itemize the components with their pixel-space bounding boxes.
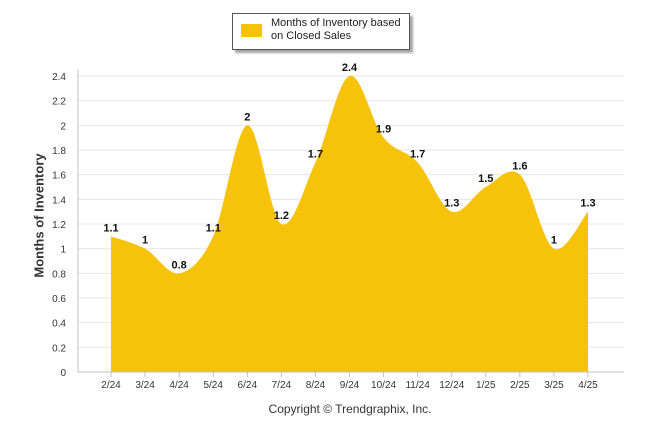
data-label: 1 <box>551 235 557 247</box>
y-tick-label: 1 <box>60 245 66 256</box>
legend-swatch <box>241 24 262 37</box>
data-area <box>111 75 588 373</box>
x-tick-label: 1/25 <box>476 380 496 391</box>
x-tick-label: 4/24 <box>169 380 189 391</box>
data-label: 1.3 <box>444 198 459 210</box>
data-label: 1.3 <box>580 198 595 210</box>
series-area <box>111 75 588 373</box>
x-tick-label: 10/24 <box>371 380 396 391</box>
data-label: 1 <box>142 235 148 247</box>
data-label: 2 <box>244 111 250 123</box>
x-tick-label: 3/25 <box>544 380 564 391</box>
y-tick-label: 0.4 <box>52 319 66 330</box>
data-label: 2.4 <box>342 62 358 74</box>
x-tick-label: 5/24 <box>203 380 223 391</box>
y-tick-label: 2.2 <box>52 97 66 108</box>
y-tick-label: 1.6 <box>52 171 66 182</box>
legend[interactable]: Months of Inventory based on Closed Sale… <box>232 13 410 50</box>
data-label: 1.1 <box>103 222 118 234</box>
data-label: 1.5 <box>478 173 493 185</box>
y-axis-title: Months of Inventory <box>31 153 47 278</box>
y-tick-label: 2 <box>60 121 66 132</box>
x-tick-label: 3/24 <box>135 380 155 391</box>
x-tick-label: 2/25 <box>510 380 530 391</box>
x-tick-label: 7/24 <box>272 380 292 391</box>
y-tick-label: 1.2 <box>52 220 66 231</box>
x-tick-label: 12/24 <box>439 380 464 391</box>
x-tick-label: 8/24 <box>306 380 326 391</box>
y-tick-label: 0 <box>60 368 66 379</box>
x-tick-label: 6/24 <box>238 380 258 391</box>
y-tick-label: 2.4 <box>52 72 66 83</box>
x-tick-label: 2/24 <box>101 380 121 391</box>
data-label: 1.2 <box>274 210 289 222</box>
y-tick-label: 0.8 <box>52 269 66 280</box>
data-label: 1.1 <box>206 222 221 234</box>
y-tick-label: 0.6 <box>52 294 66 305</box>
data-label: 1.6 <box>512 161 527 173</box>
legend-label: Months of Inventory based on Closed Sale… <box>271 17 401 42</box>
data-labels: 1.1 1 0.8 1.1 2 1.2 1.7 2.4 1.9 1.7 1.3 1.5 1.6 1 1.3 <box>103 62 595 271</box>
y-tick-label: 1.4 <box>52 195 66 206</box>
data-label: 1.7 <box>308 148 323 160</box>
data-label: 0.8 <box>171 259 186 271</box>
y-tick-label: 0.2 <box>52 343 66 354</box>
axes <box>77 70 624 373</box>
data-label: 1.9 <box>376 124 391 136</box>
copyright-footer: Copyright © Trendgraphix, Inc. <box>268 402 432 416</box>
y-tick-label: 1.8 <box>52 146 66 157</box>
y-tick-labels: 0 0.2 0.4 0.6 0.8 1 1.2 1.4 1.6 1.8 2 2.2 2.4 <box>52 72 66 379</box>
data-label: 1.7 <box>410 148 425 160</box>
x-tick-label: 4/25 <box>578 380 598 391</box>
x-tick-label: 9/24 <box>340 380 360 391</box>
x-tick-label: 11/24 <box>405 380 430 391</box>
x-tick-labels: 2/24 3/24 4/24 5/24 6/24 7/24 8/24 9/24 10/24 11/… <box>101 372 598 391</box>
